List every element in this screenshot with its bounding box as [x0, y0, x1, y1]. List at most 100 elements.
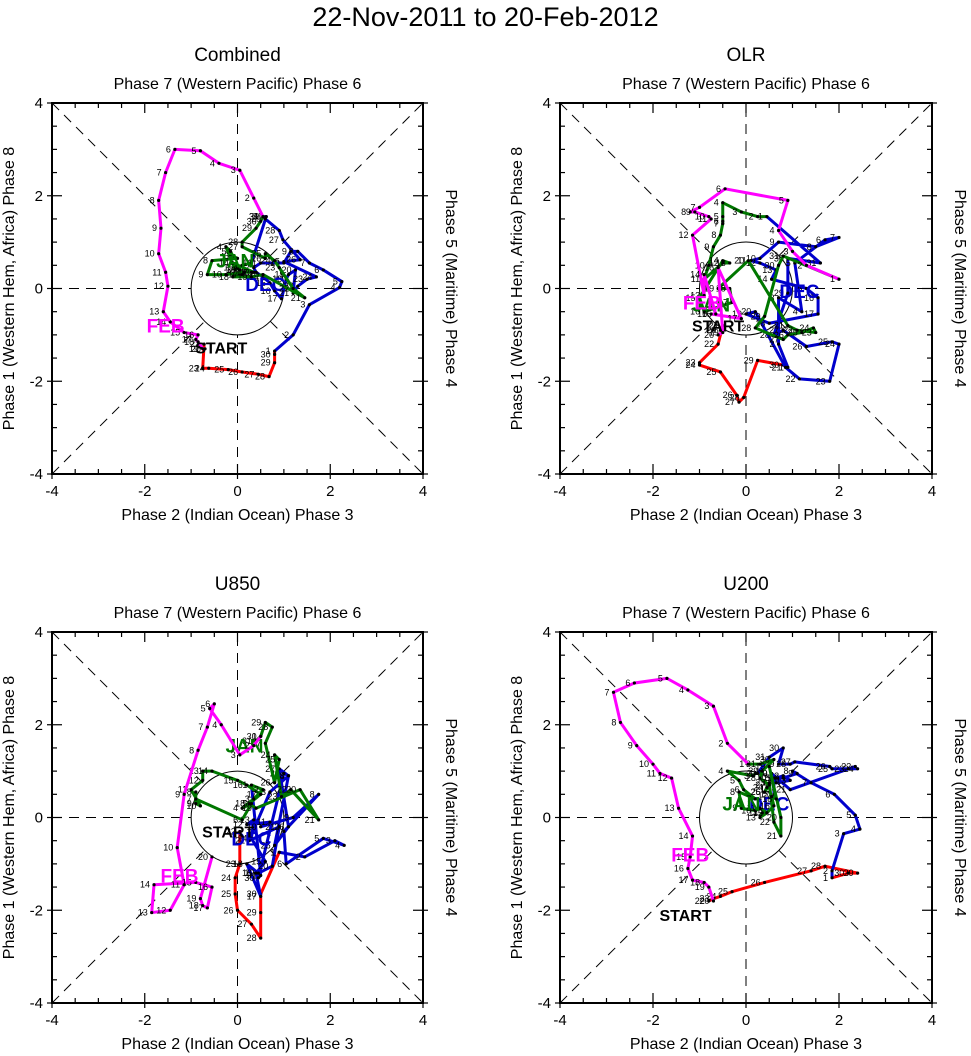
- day-point: [739, 210, 743, 214]
- diagonal-dashed-line: [51, 320, 206, 475]
- panel-u200: U200 Phase 7 (Western Pacific) Phase 6 Pha…: [509, 574, 968, 1053]
- day-point: [769, 277, 774, 281]
- day-label: 17: [182, 335, 192, 345]
- day-point: [753, 771, 757, 776]
- day-point: [742, 788, 746, 792]
- day-point: [781, 774, 785, 778]
- day-label: 31: [806, 258, 816, 268]
- day-point: [303, 296, 307, 300]
- start-label: START: [692, 319, 744, 336]
- day-label: 13: [665, 803, 675, 813]
- day-point: [240, 806, 244, 810]
- day-label: 11: [763, 773, 772, 783]
- day-point: [293, 268, 298, 272]
- day-point: [811, 326, 816, 330]
- x-tick-label: -4: [45, 1012, 58, 1029]
- day-label: 16: [674, 864, 684, 874]
- day-label: 23: [699, 894, 709, 904]
- panel-title: Combined: [194, 45, 281, 66]
- day-point: [758, 776, 762, 780]
- diagonal-dashed-line: [559, 631, 714, 786]
- day-point: [830, 876, 834, 880]
- day-point: [651, 762, 655, 766]
- day-point: [709, 312, 713, 316]
- day-label: 24: [685, 360, 695, 370]
- day-point: [721, 261, 725, 265]
- day-point: [263, 741, 267, 745]
- day-label: 17: [247, 891, 257, 901]
- day-label: 12: [233, 819, 243, 829]
- day-label: 5: [658, 673, 663, 683]
- day-point: [776, 762, 781, 766]
- day-label: 23: [189, 363, 199, 373]
- day-point: [753, 797, 757, 801]
- diagonal-dashed-line: [269, 631, 424, 786]
- day-point: [769, 795, 774, 799]
- x-axis-label: Phase 2 (Indian Ocean) Phase 3: [121, 1036, 353, 1053]
- trajectory-line-nov: [201, 344, 277, 379]
- day-label: 8: [783, 766, 788, 776]
- day-label: 5: [242, 799, 247, 809]
- day-point: [795, 328, 799, 332]
- day-label: 28: [811, 861, 821, 871]
- day-label: 10: [247, 822, 257, 832]
- day-point: [772, 804, 776, 808]
- day-point: [786, 291, 790, 295]
- day-point: [245, 783, 249, 787]
- day-point: [321, 268, 325, 272]
- day-label: 26: [774, 330, 784, 340]
- day-label: 20: [704, 330, 714, 340]
- day-point: [317, 818, 321, 822]
- day-label: 24: [221, 873, 231, 883]
- trajectory-line-nov: [233, 831, 281, 940]
- day-point: [342, 843, 346, 847]
- day-point: [201, 778, 205, 783]
- diagonal-dashed-line: [269, 849, 424, 1004]
- day-label: 21: [774, 321, 784, 331]
- day-point: [763, 314, 767, 318]
- day-label: 15: [760, 773, 770, 783]
- x-tick-label: 2: [326, 1012, 334, 1029]
- day-label: 3: [231, 165, 236, 175]
- day-label: 12: [156, 905, 166, 915]
- day-label: 8: [150, 195, 155, 205]
- day-label: 2: [245, 193, 250, 203]
- day-point: [853, 764, 857, 769]
- day-label: 21: [291, 293, 301, 303]
- day-point: [277, 757, 281, 762]
- y-axis-label: Phase 1 (Western Hem, Africa) Phase 8: [509, 147, 526, 430]
- day-point: [201, 904, 205, 908]
- day-point: [245, 822, 249, 827]
- day-label: 17: [760, 789, 770, 799]
- day-label: 19: [189, 344, 199, 354]
- day-label: 7: [300, 258, 305, 268]
- day-point: [238, 268, 242, 272]
- day-label: 27: [269, 235, 279, 245]
- day-point: [697, 296, 702, 300]
- day-point: [737, 778, 741, 783]
- day-label: 20: [198, 852, 208, 862]
- day-label: 19: [244, 868, 254, 878]
- day-point: [781, 328, 785, 332]
- day-label: 2: [718, 738, 723, 748]
- day-label: 30: [247, 889, 257, 899]
- day-point: [832, 792, 836, 796]
- day-label: 1: [242, 780, 247, 790]
- x-tick-label: 2: [835, 1012, 843, 1029]
- day-label: 22: [704, 339, 714, 349]
- diagonal-dashed-line: [778, 631, 933, 786]
- day-label: 4: [335, 840, 340, 850]
- day-label: 25: [818, 764, 828, 774]
- trajectory-line-nov: [708, 864, 860, 903]
- day-point: [219, 723, 223, 727]
- day-label: 26: [274, 822, 284, 832]
- day-point: [182, 883, 186, 887]
- day-label: 21: [776, 785, 786, 795]
- day-label: 8: [730, 787, 735, 797]
- day-point: [207, 366, 211, 370]
- day-point: [296, 249, 300, 253]
- day-point: [739, 317, 743, 321]
